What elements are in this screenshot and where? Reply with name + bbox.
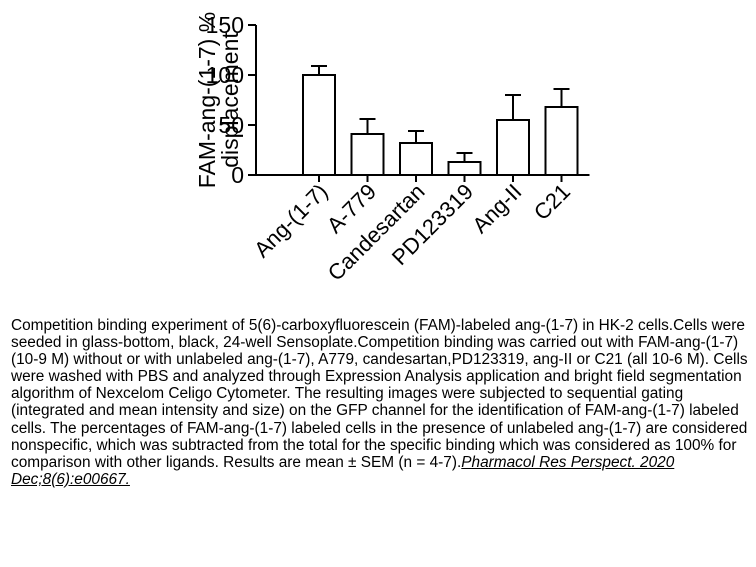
bar — [447, 161, 482, 176]
bar — [350, 133, 385, 176]
y-axis-title-line1: FAM-ang-(1-7) % — [194, 12, 220, 188]
y-tick-label: 150 — [206, 12, 244, 38]
y-axis-title-line2: displacement — [217, 32, 243, 168]
citation-link[interactable]: Pharmacol Res Perspect. 2020 Dec;8(6):e0… — [11, 453, 675, 488]
y-axis-title: FAM-ang-(1-7) % displacement — [194, 12, 243, 188]
y-tick-label: 100 — [206, 62, 244, 88]
bars — [302, 65, 579, 176]
y-axis: 0 50 100 150 — [206, 12, 257, 188]
bar-chart: FAM-ang-(1-7) % displacement 0 50 100 150 A… — [194, 12, 590, 286]
bar — [399, 142, 433, 176]
bar — [496, 119, 530, 176]
x-tick-label: C21 — [529, 179, 575, 225]
figure-caption: Competition binding experiment of 5(6)-c… — [11, 317, 749, 488]
bar — [302, 74, 336, 176]
y-tick-label: 50 — [218, 112, 244, 138]
y-tick-label: 0 — [231, 162, 244, 188]
x-tick-label: Ang-(1-7) — [249, 179, 332, 262]
bar — [544, 106, 579, 176]
caption-text: Competition binding experiment of 5(6)-c… — [11, 317, 748, 471]
x-tick-label: Ang-II — [467, 179, 526, 238]
